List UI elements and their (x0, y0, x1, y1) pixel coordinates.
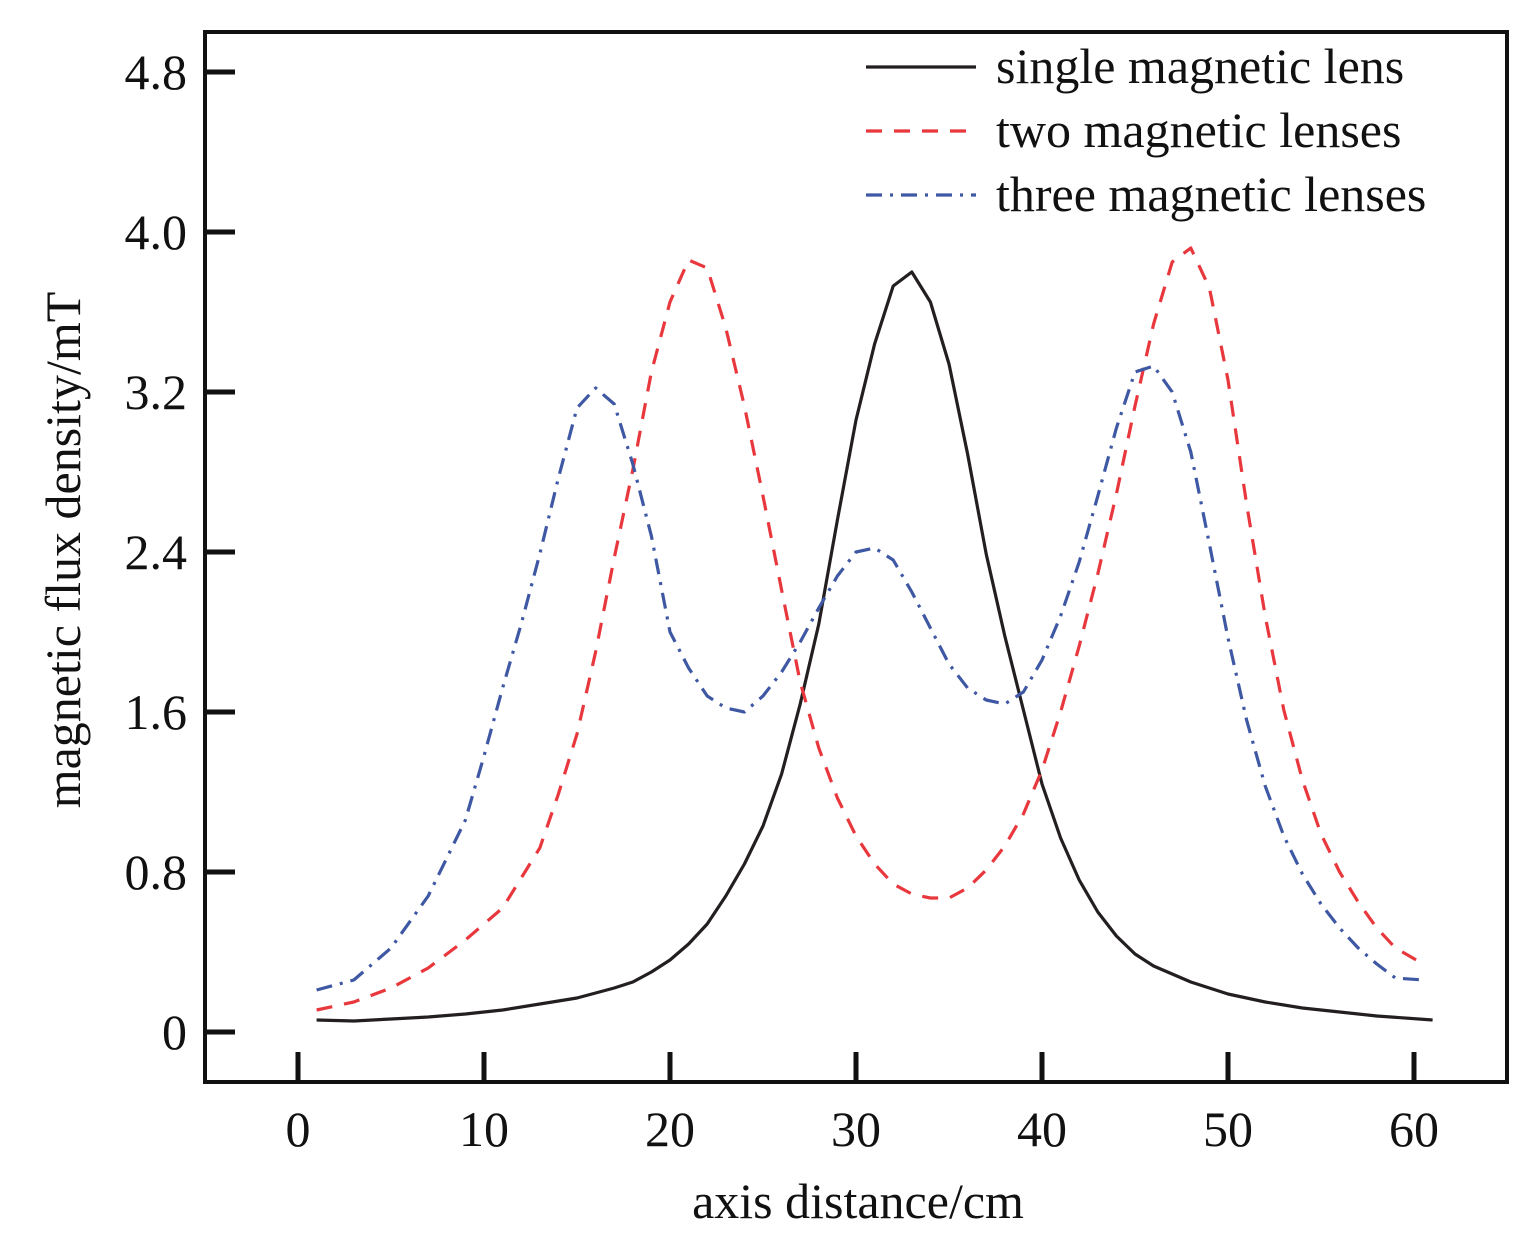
x-tick-label: 0 (286, 1101, 311, 1157)
x-axis-title: axis distance/cm (692, 1173, 1024, 1229)
y-tick-label: 0 (162, 1004, 187, 1060)
y-tick-label: 4.0 (125, 204, 188, 260)
x-tick-label: 30 (831, 1101, 881, 1157)
y-tick-label: 4.8 (125, 44, 188, 100)
series-line-1 (316, 270, 1433, 1023)
y-tick-label: 0.8 (125, 844, 188, 900)
x-axis-ticks: 0 10 20 30 40 50 60 (286, 1052, 1439, 1157)
y-axis-ticks: 0 0.8 1.6 2.4 3.2 4.0 4.8 (125, 44, 235, 1060)
x-tick-label: 10 (459, 1101, 509, 1157)
series-layer (316, 246, 1433, 1023)
plot-frame (203, 30, 1509, 1084)
series-line-2 (316, 246, 1425, 1012)
legend-label-2: two magnetic lenses (996, 102, 1401, 158)
y-tick-label: 3.2 (125, 364, 188, 420)
x-tick-label: 20 (645, 1101, 695, 1157)
x-tick-label: 40 (1017, 1101, 1067, 1157)
y-tick-label: 1.6 (125, 684, 188, 740)
y-axis-title: magnetic flux density/mT (35, 292, 91, 809)
legend: single magnetic lens two magnetic lenses t… (866, 38, 1426, 222)
legend-label-3: three magnetic lenses (996, 166, 1426, 222)
series-line-3 (316, 364, 1424, 992)
x-tick-label: 60 (1389, 1101, 1439, 1157)
legend-label-1: single magnetic lens (996, 38, 1404, 94)
x-tick-label: 50 (1203, 1101, 1253, 1157)
y-tick-label: 2.4 (125, 524, 188, 580)
